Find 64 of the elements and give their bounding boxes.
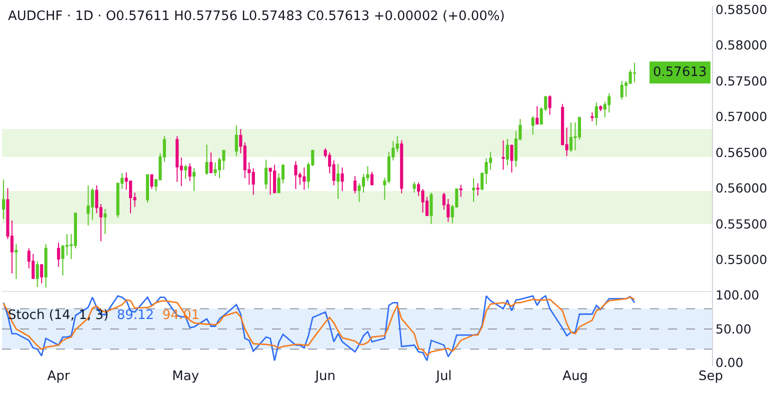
candlestick <box>400 140 404 194</box>
x-tick-label: Apr <box>47 369 70 384</box>
candlestick <box>336 163 340 200</box>
y-tick-label: 0.56500 <box>716 144 768 160</box>
candlestick <box>430 192 433 225</box>
candlestick <box>353 176 357 194</box>
candlestick <box>264 159 268 190</box>
chart-title: AUDCHF · 1D · O0.57611 H0.57756 L0.57483 C0.57613 +0.00002 (+0.00%) <box>8 9 505 24</box>
y-tick-label: 0.55500 <box>716 216 768 232</box>
x-tick-label: Jun <box>314 369 336 384</box>
candlestick <box>510 144 514 174</box>
candlestick <box>633 62 636 83</box>
candlestick <box>205 144 208 176</box>
candlestick <box>506 138 510 166</box>
candlestick <box>57 242 60 268</box>
candlestick <box>502 140 505 170</box>
y-tick-label: 0.58000 <box>716 38 768 53</box>
candlestick <box>476 182 480 196</box>
y-tick-label: 0.58500 <box>716 2 768 17</box>
series-label: 89.12 <box>116 308 154 323</box>
candlestick <box>370 171 374 186</box>
x-tick-label: May <box>172 369 200 384</box>
y-tick-label: 100.00 <box>716 288 760 303</box>
candlestick <box>531 116 534 136</box>
candlestick <box>620 80 624 100</box>
y-tick-label: 0.57500 <box>716 73 768 88</box>
x-tick-label: Sep <box>698 369 724 384</box>
candlestick <box>150 174 154 190</box>
candlestick <box>472 178 476 202</box>
candlestick <box>594 102 598 126</box>
x-tick-label: Jul <box>435 369 452 384</box>
y-tick-label: 0.00 <box>716 355 744 370</box>
x-tick-label: Aug <box>562 369 588 384</box>
candlestick <box>2 179 6 220</box>
candlestick <box>192 168 196 192</box>
candlestick <box>608 92 611 114</box>
candlestick <box>273 164 276 194</box>
candlestick <box>36 260 39 288</box>
candlestick <box>44 244 48 288</box>
candlestick <box>234 124 238 157</box>
candlestick <box>176 136 179 182</box>
candlestick <box>590 112 594 122</box>
y-tick-label: 0.55000 <box>716 252 768 268</box>
candlestick <box>548 94 552 116</box>
candlestick <box>184 164 188 180</box>
candlestick <box>40 264 44 284</box>
candlestick <box>86 184 90 226</box>
y-tick-label: 0.56000 <box>716 180 768 196</box>
candlestick <box>569 122 573 152</box>
y-tick-label: 50.00 <box>716 321 752 336</box>
candlestick <box>294 160 298 190</box>
candlestick <box>340 167 344 192</box>
candlestick <box>188 162 192 182</box>
candlestick <box>14 244 18 280</box>
annotation: 0.57613 <box>653 65 707 80</box>
candlestick <box>209 152 213 174</box>
y-tick-label: 0.57000 <box>716 109 768 124</box>
candlestick <box>412 181 416 194</box>
candlestick <box>268 168 272 196</box>
candlestick <box>104 208 107 235</box>
candlestick <box>146 174 150 204</box>
candlestick <box>302 167 306 190</box>
candlestick <box>536 106 539 124</box>
candlestick <box>459 184 462 198</box>
